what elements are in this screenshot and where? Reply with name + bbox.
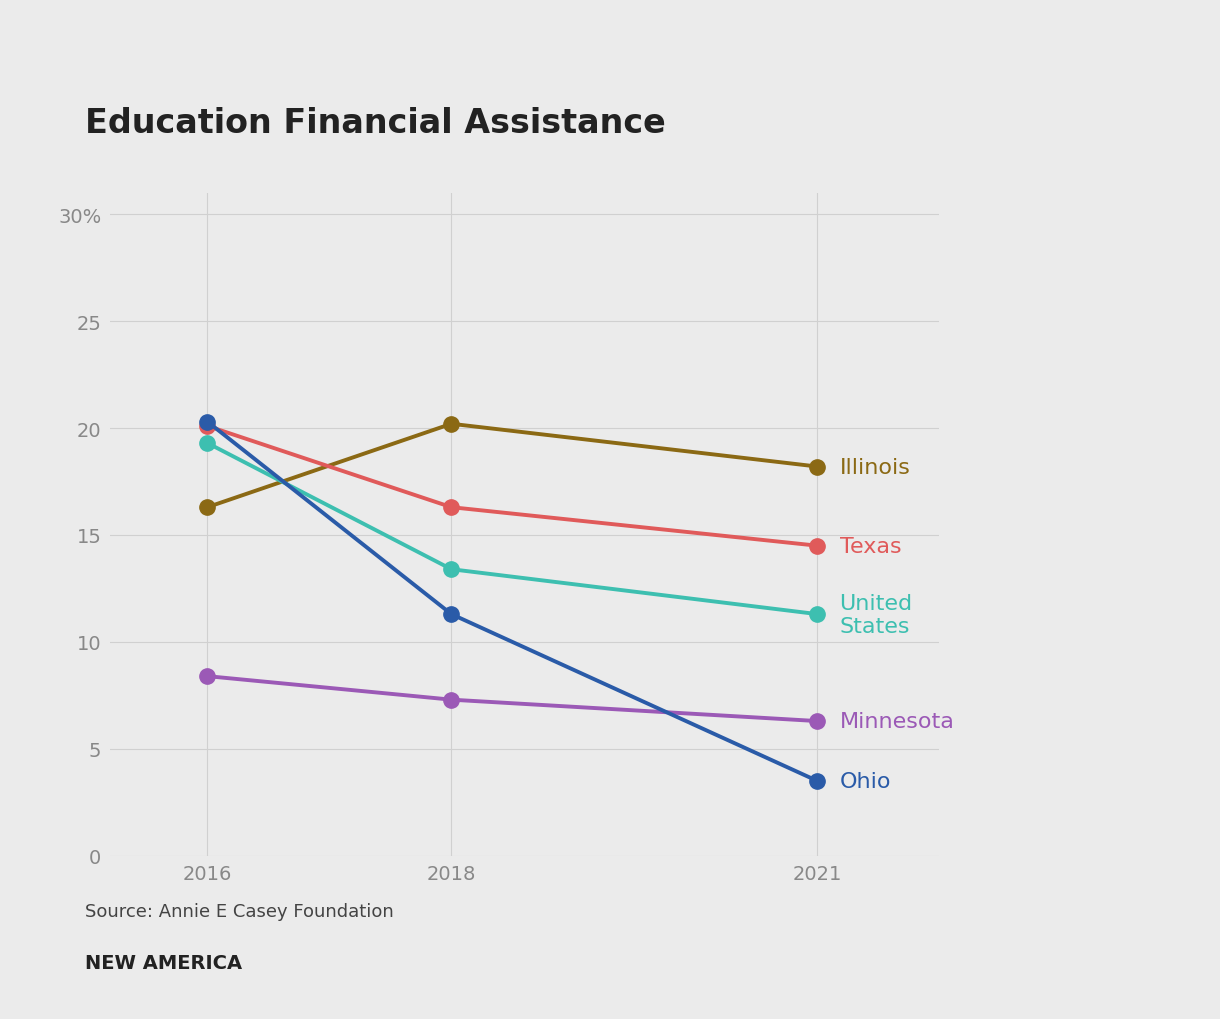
Text: United
States: United States xyxy=(839,593,913,636)
Text: Texas: Texas xyxy=(839,536,902,556)
Text: NEW AMERICA: NEW AMERICA xyxy=(85,953,243,972)
Text: Source: Annie E Casey Foundation: Source: Annie E Casey Foundation xyxy=(85,902,394,920)
Text: Minnesota: Minnesota xyxy=(839,711,954,732)
Text: Illinois: Illinois xyxy=(839,458,910,477)
Text: Ohio: Ohio xyxy=(839,771,891,791)
Text: Education Financial Assistance: Education Financial Assistance xyxy=(85,107,666,140)
